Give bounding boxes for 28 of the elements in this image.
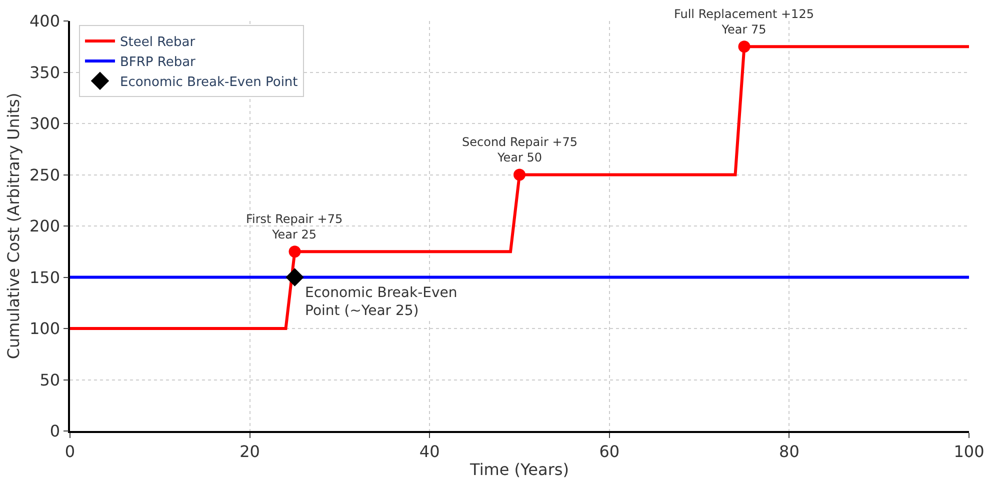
annotation: Economic Break-Even Point (~Year 25) [305, 285, 458, 320]
x-tick-label: 20 [240, 442, 260, 461]
y-axis-title: Cumulative Cost (Arbitrary Units) [4, 92, 23, 360]
y-tick-label: 300 [30, 114, 60, 134]
annotation: Full Replacement +125 Year 75 [674, 7, 814, 37]
annotation: Second Repair +75 Year 50 [462, 135, 578, 165]
y-tick-label: 350 [30, 62, 60, 82]
y-tick-label: 150 [30, 268, 60, 287]
annotation: First Repair +75 Year 25 [246, 212, 343, 242]
x-tick-label: 60 [599, 442, 620, 461]
point [738, 40, 750, 53]
y-tick-label: 400 [30, 12, 60, 31]
y-tick-label: 200 [30, 216, 60, 236]
y-tick-label: 250 [30, 165, 60, 184]
point [288, 246, 301, 258]
x-tick-label: 80 [779, 442, 800, 461]
x-tick-label: 100 [954, 442, 984, 461]
y-tick-label: 50 [40, 370, 60, 390]
point [514, 168, 526, 181]
x-tick-label: 40 [419, 442, 440, 461]
x-axis-title: Time (Years) [469, 460, 569, 480]
point [286, 268, 304, 286]
legend-label: BFRP Rebar [120, 55, 196, 70]
legend-label: Economic Break-Even Point [120, 74, 298, 90]
y-tick-label: 100 [30, 319, 60, 338]
legend-label: Steel Rebar [120, 35, 196, 50]
x-tick-label: 0 [64, 442, 76, 461]
y-tick-label: 0 [50, 422, 60, 441]
